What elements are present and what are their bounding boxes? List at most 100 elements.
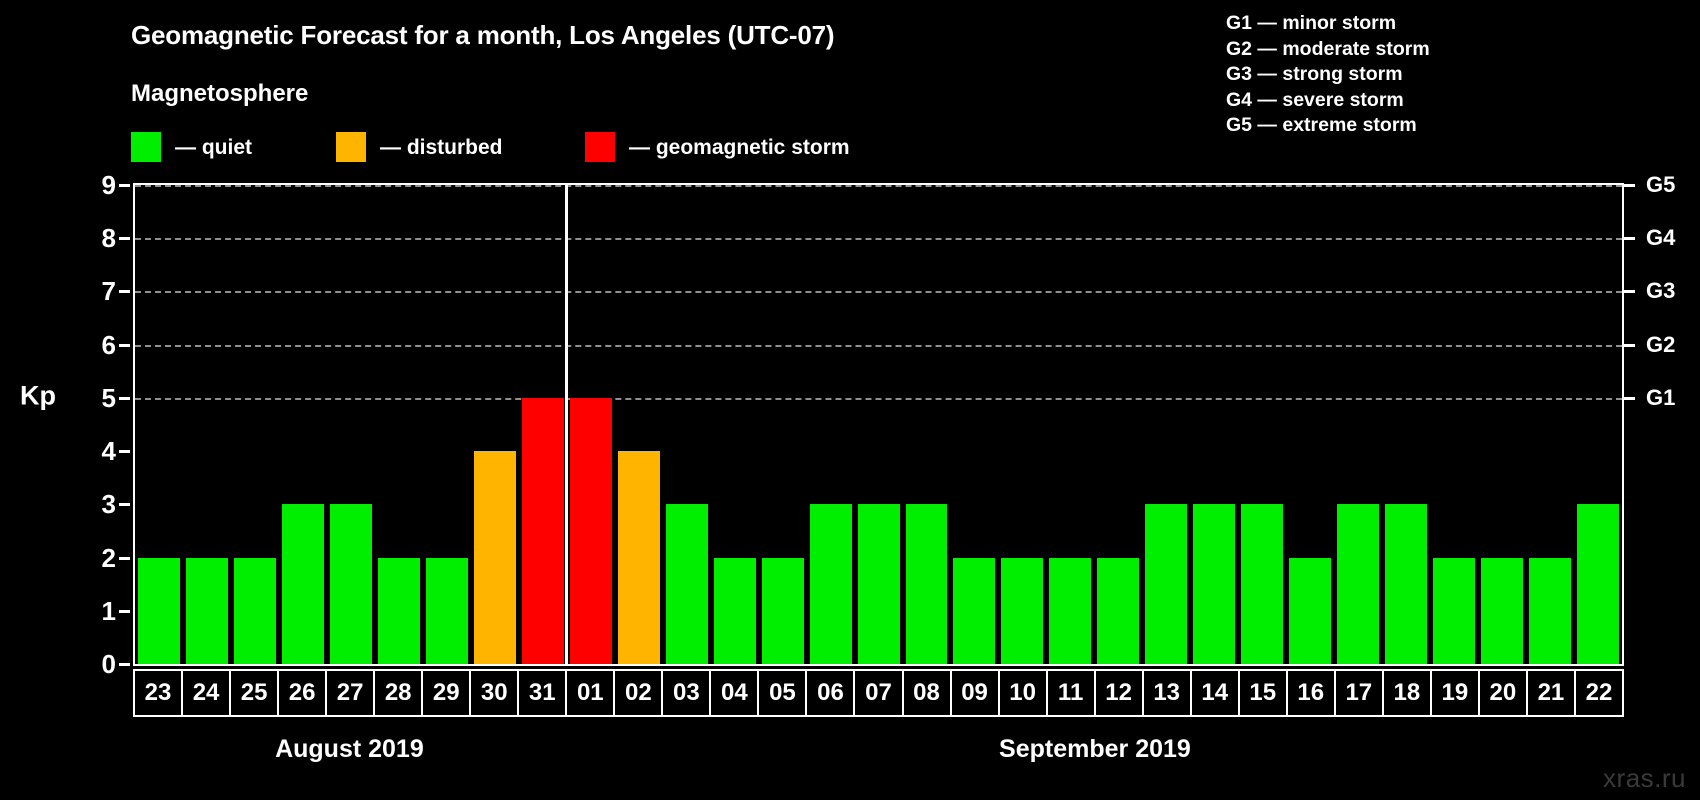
bar-cell: [807, 185, 855, 664]
bar-03-quiet: [665, 504, 708, 664]
day-label-24: 24: [183, 671, 232, 715]
g-tick-mark-g1: [1624, 396, 1635, 400]
bar-cell: [1574, 185, 1622, 664]
day-label-14: 14: [1192, 671, 1240, 715]
bar-07-quiet: [857, 504, 900, 664]
bar-06-quiet: [809, 504, 852, 664]
bar-cell: [375, 185, 423, 664]
g-tick-label-g3: G3: [1646, 278, 1676, 304]
legend-swatch-disturbed-icon: [336, 132, 366, 162]
bar-cell: [327, 185, 375, 664]
bar-cell: [1334, 185, 1382, 664]
bar-18-quiet: [1385, 504, 1428, 664]
bar-cell: [183, 185, 231, 664]
bar-02-disturbed: [617, 451, 660, 664]
y-tick-mark-1: [119, 609, 130, 613]
plot-area: [133, 183, 1624, 666]
day-label-13: 13: [1144, 671, 1192, 715]
g-scale-axis: G1 G2 G3 G4 G5: [1624, 174, 1700, 666]
day-label-08: 08: [904, 671, 952, 715]
legend-swatch-storm-icon: [585, 132, 615, 162]
day-label-27: 27: [327, 671, 376, 715]
bar-cell: [471, 185, 519, 664]
bar-26-quiet: [281, 504, 324, 664]
bar-cell: [1094, 185, 1142, 664]
gridline-kp-9: [135, 185, 1622, 187]
g-tick-label-g5: G5: [1646, 172, 1676, 197]
day-label-02: 02: [615, 671, 664, 715]
day-label-03: 03: [663, 671, 712, 715]
y-axis-title-text: Kp: [20, 380, 56, 411]
gridline-kp-5: [135, 397, 1622, 400]
day-label-28: 28: [375, 671, 424, 715]
bar-15-quiet: [1241, 504, 1284, 664]
bar-cell: [279, 185, 327, 664]
g-tick-label-g4: G4: [1646, 225, 1676, 251]
day-label-07: 07: [855, 671, 904, 715]
bar-30-disturbed: [473, 451, 516, 664]
day-label-05: 05: [759, 671, 808, 715]
y-axis: 0 1 2 3 4 5 6 7 8 9: [60, 172, 130, 677]
g-tick-mark-g4: [1624, 237, 1635, 241]
y-tick-label-9: 9: [101, 170, 116, 200]
day-label-26: 26: [279, 671, 328, 715]
bar-22-quiet: [1577, 504, 1620, 664]
day-label-15: 15: [1240, 671, 1288, 715]
chart-header: Geomagnetic Forecast for a month, Los An…: [0, 0, 1700, 175]
day-label-23: 23: [135, 671, 184, 715]
y-tick-label-4: 4: [101, 436, 116, 467]
y-tick-mark-7: [119, 290, 130, 294]
y-tick-mark-8: [119, 237, 130, 241]
g-tick-label-g2: G2: [1646, 331, 1676, 357]
bar-cell: [519, 185, 567, 664]
bar-28-quiet: [377, 557, 420, 664]
day-label-20: 20: [1480, 671, 1528, 715]
y-tick-mark-3: [119, 503, 130, 507]
y-tick-label-7: 7: [101, 276, 116, 307]
bar-14-quiet: [1193, 504, 1236, 664]
y-tick-label-8: 8: [101, 223, 116, 254]
bar-cell: [1526, 185, 1574, 664]
bar-17-quiet: [1337, 504, 1380, 664]
g-key-row-g3: G3 — strong storm: [1226, 63, 1403, 85]
g-scale-key: G1 — minor storm G2 — moderate storm G3 — …: [1226, 11, 1556, 139]
bar-cell: [1382, 185, 1430, 664]
bar-cell: [423, 185, 471, 664]
g-tick-mark-g3: [1624, 290, 1635, 294]
bar-09-quiet: [953, 557, 996, 664]
bar-cell: [615, 185, 663, 664]
legend-swatch-quiet-icon: [131, 132, 161, 162]
bar-21-quiet: [1529, 557, 1572, 664]
day-label-30: 30: [471, 671, 520, 715]
watermark: xras.ru: [1603, 763, 1686, 793]
bar-04-quiet: [713, 557, 756, 664]
bar-cell: [1190, 185, 1238, 664]
bar-05-quiet: [761, 557, 804, 664]
y-tick-mark-4: [119, 450, 130, 454]
x-axis-day-labels: 23 24 25 26 27 28 29 30 31 01 02 03 04 05 06 07 08 09 10 11…: [133, 669, 1624, 717]
gridline-kp-7: [135, 291, 1622, 294]
day-label-12: 12: [1096, 671, 1144, 715]
plot-inner: [135, 185, 1622, 664]
g-tick-label-g1: G1: [1646, 384, 1676, 410]
g-tick-mark-g5: [1624, 184, 1635, 187]
bar-cell: [759, 185, 807, 664]
bar-cell: [1046, 185, 1094, 664]
bar-29-quiet: [425, 557, 468, 664]
g-key-row-g1: G1 — minor storm: [1226, 12, 1397, 34]
bar-27-quiet: [329, 504, 372, 664]
bar-cell: [231, 185, 279, 664]
day-label-22: 22: [1585, 679, 1613, 706]
page-title: Geomagnetic Forecast for a month, Los An…: [131, 20, 835, 50]
day-label-19: 19: [1432, 671, 1480, 715]
day-label-16: 16: [1288, 671, 1336, 715]
gridline-kp-6: [135, 344, 1622, 347]
bar-cell: [855, 185, 903, 664]
y-tick-label-6: 6: [101, 329, 116, 360]
legend-item-disturbed: — disturbed: [336, 131, 503, 163]
magnetosphere-section-label: Magnetosphere: [131, 80, 309, 107]
bar-10-quiet: [1001, 557, 1044, 664]
bar-11-quiet: [1049, 557, 1092, 664]
bar-cell: [1142, 185, 1190, 664]
day-label-25: 25: [231, 671, 280, 715]
